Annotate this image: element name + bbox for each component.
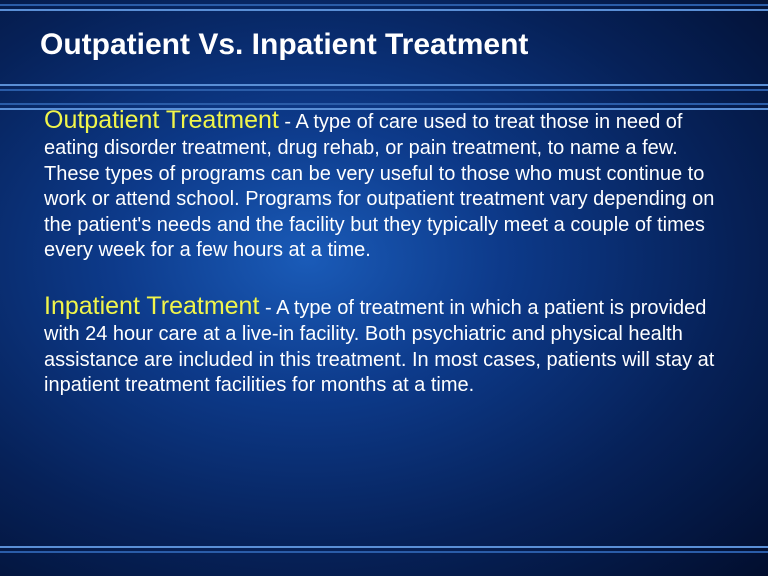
frame-line-bottom-outer — [0, 551, 768, 553]
content-area: Outpatient Treatment - A type of care us… — [0, 80, 768, 399]
term-outpatient: Outpatient Treatment — [44, 106, 279, 134]
frame-line-title-bottom-inner — [0, 84, 768, 86]
frame-line-top-inner — [0, 9, 768, 11]
frame-line-mid-top-inner — [0, 108, 768, 110]
frame-line-bottom-inner — [0, 546, 768, 548]
term-inpatient: Inpatient Treatment — [44, 292, 259, 320]
frame-line-mid-top-outer — [0, 103, 768, 105]
section-outpatient: Outpatient Treatment - A type of care us… — [44, 104, 724, 264]
title-block: Outpatient Vs. Inpatient Treatment — [0, 0, 768, 80]
frame-line-title-bottom-outer — [0, 89, 768, 91]
frame-line-top-outer — [0, 4, 768, 6]
section-inpatient: Inpatient Treatment - A type of treatmen… — [44, 290, 724, 399]
slide-title: Outpatient Vs. Inpatient Treatment — [40, 28, 728, 62]
